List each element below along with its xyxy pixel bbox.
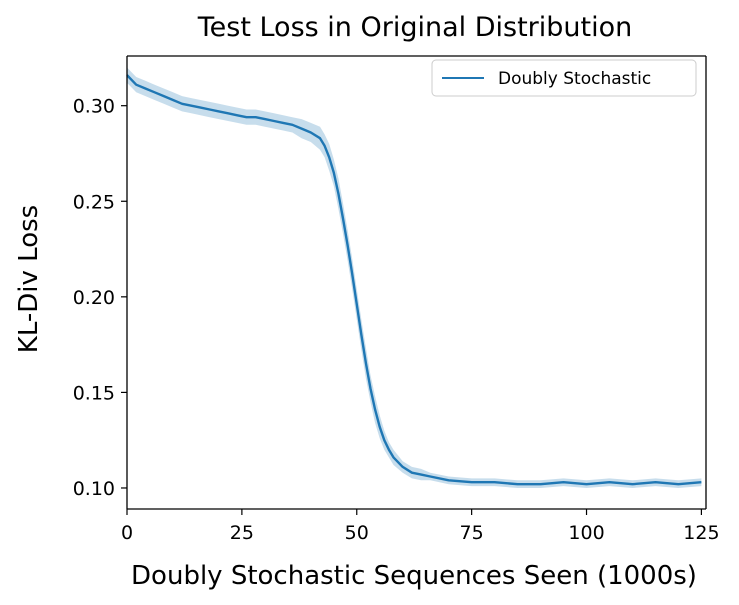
y-tick-label: 0.30: [73, 96, 115, 118]
y-axis-label: KL-Div Loss: [14, 205, 44, 353]
legend-entry-label: Doubly Stochastic: [498, 69, 651, 89]
y-tick-label: 0.20: [73, 287, 115, 309]
legend-box: [431, 59, 697, 97]
x-tick-label: 25: [230, 522, 254, 544]
x-tick-label: 125: [683, 522, 719, 544]
chart-title: Test Loss in Original Distribution: [197, 12, 633, 43]
x-tick-label: 75: [460, 522, 484, 544]
series-0-line: [126, 74, 702, 486]
x-tick-label: 50: [345, 522, 369, 544]
x-axis-label: Doubly Stochastic Sequences Seen (1000s): [131, 561, 697, 591]
y-tick-label: 0.25: [73, 191, 115, 213]
x-tick-label: 100: [568, 522, 604, 544]
axes-layer: 0 25 50 75 100 125 0.10 0.15 0.20 0.25 0.30: [73, 55, 720, 544]
legend: Doubly Stochastic: [431, 59, 697, 97]
plot-layer: [126, 67, 702, 488]
y-tick-label: 0.15: [73, 382, 115, 404]
y-tick-label: 0.10: [73, 478, 115, 500]
x-tick-label: 0: [121, 522, 133, 544]
series-0-confidence-band: [127, 67, 702, 488]
